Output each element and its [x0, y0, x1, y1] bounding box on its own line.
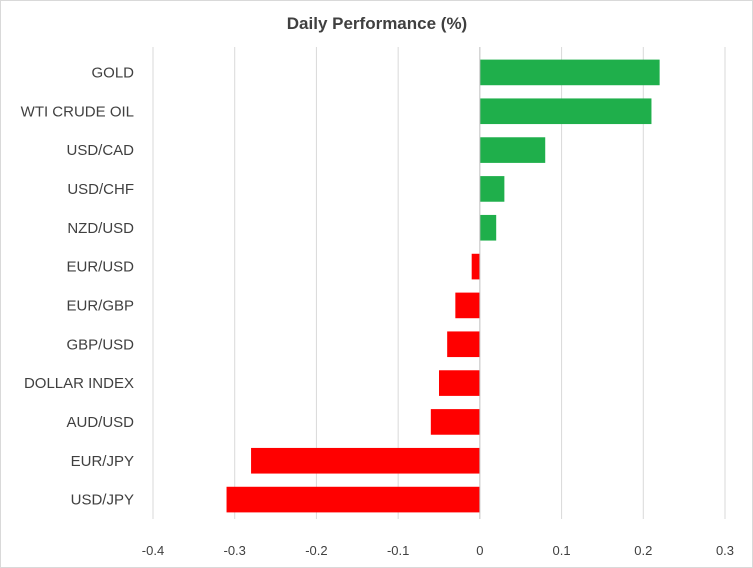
- tick-label: -0.4: [142, 543, 164, 558]
- bar: [455, 292, 480, 319]
- bar: [479, 214, 497, 241]
- tick-label: -0.3: [224, 543, 246, 558]
- tick-label: 0.1: [553, 543, 571, 558]
- category-label: USD/CAD: [66, 142, 134, 159]
- bar: [479, 176, 505, 202]
- bar: [447, 331, 480, 358]
- category-labels: GOLD WTI CRUDE OIL USD/CAD USD/CHF NZD/USD EU…: [21, 64, 135, 508]
- bar: [251, 447, 480, 474]
- gridlines: [152, 47, 726, 519]
- category-label: AUD/USD: [66, 414, 134, 431]
- tick-label: -0.2: [305, 543, 327, 558]
- category-label: WTI CRUDE OIL: [21, 103, 134, 120]
- bar: [439, 370, 480, 396]
- bar: [479, 98, 652, 125]
- category-label: USD/JPY: [71, 492, 134, 509]
- bars: [226, 59, 660, 513]
- category-label: EUR/USD: [66, 259, 134, 276]
- bar: [471, 253, 480, 280]
- bar: [430, 409, 480, 435]
- category-label: NZD/USD: [67, 220, 134, 237]
- category-label: GBP/USD: [66, 336, 134, 353]
- category-label: EUR/GBP: [66, 297, 134, 314]
- tick-labels: -0.4 -0.3 -0.2 -0.1 0 0.1 0.2 0.3: [142, 543, 734, 558]
- category-label: EUR/JPY: [71, 453, 134, 470]
- tick-label: 0.3: [716, 543, 734, 558]
- tick-label: 0.2: [634, 543, 652, 558]
- category-label: USD/CHF: [67, 181, 134, 198]
- category-label: DOLLAR INDEX: [24, 375, 134, 392]
- category-label: GOLD: [91, 64, 134, 81]
- bar: [479, 137, 546, 163]
- tick-label: 0: [476, 543, 483, 558]
- chart-title: Daily Performance (%): [287, 14, 467, 33]
- tick-label: -0.1: [387, 543, 409, 558]
- bar: [479, 59, 660, 86]
- bar: [226, 486, 480, 513]
